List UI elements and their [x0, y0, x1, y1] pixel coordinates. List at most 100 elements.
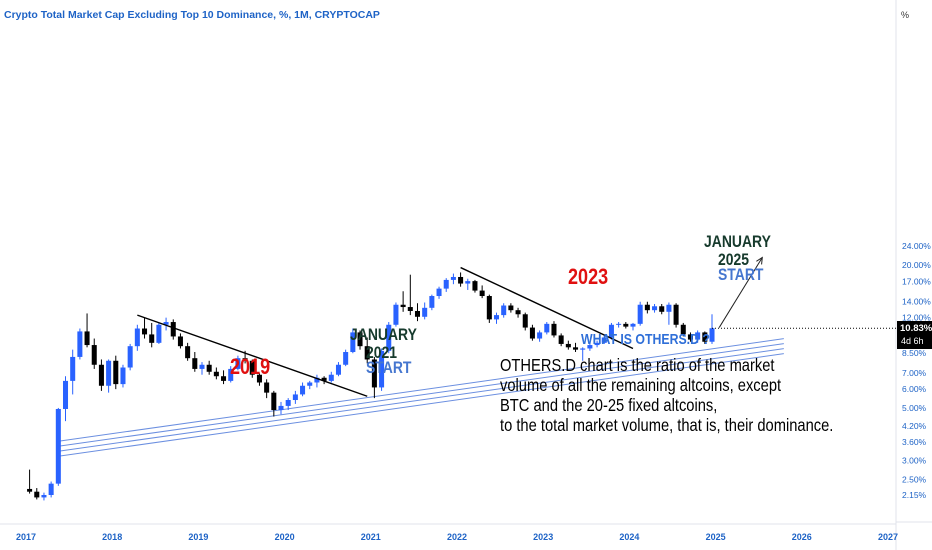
candle-body	[644, 304, 650, 311]
candle-body	[199, 364, 205, 369]
candle-body	[443, 279, 449, 289]
candle-body	[127, 346, 133, 368]
candle	[587, 342, 593, 351]
candle	[70, 349, 76, 395]
candle	[335, 362, 341, 377]
y-tick-label: 2.50%	[902, 474, 927, 484]
candle	[249, 359, 255, 378]
candle-body	[34, 491, 40, 498]
candle	[472, 279, 478, 293]
candle	[400, 291, 406, 312]
candle-body	[98, 364, 104, 386]
projection-arrow-head	[756, 256, 763, 265]
candle	[192, 352, 198, 372]
y-tick-label: 8.50%	[902, 348, 927, 358]
y-tick-label: 2.15%	[902, 490, 927, 500]
candle	[271, 390, 277, 417]
candle	[594, 340, 600, 348]
candle	[673, 303, 679, 328]
candle	[292, 390, 298, 404]
candle	[256, 373, 262, 386]
candle	[659, 303, 665, 315]
candle	[228, 366, 234, 383]
support-channel	[58, 338, 784, 457]
candle	[91, 338, 97, 369]
candle-body	[580, 348, 586, 350]
year-2019-label: 2019	[230, 354, 271, 379]
candle	[695, 330, 701, 343]
candle-body	[565, 343, 571, 348]
x-tick-label: 2021	[361, 532, 381, 542]
candle	[278, 401, 284, 415]
candle-body	[328, 374, 334, 381]
x-tick-label: 2024	[619, 532, 639, 542]
candle-body	[321, 377, 327, 381]
candle	[565, 340, 571, 350]
candle	[551, 321, 557, 338]
candle-body	[142, 328, 148, 335]
candle-body	[407, 307, 413, 311]
candle	[508, 303, 514, 313]
candle-body	[652, 306, 658, 311]
candle-body	[537, 332, 543, 339]
candle-body	[687, 334, 693, 340]
candle	[120, 364, 126, 388]
support-channel-line	[58, 343, 784, 447]
candle-body	[77, 331, 83, 357]
x-tick-label: 2025	[706, 532, 726, 542]
candle	[127, 343, 133, 371]
candle	[98, 359, 104, 391]
candle	[221, 370, 227, 385]
y-tick-label: 4.20%	[902, 421, 927, 431]
candle	[652, 303, 658, 313]
candle	[206, 360, 212, 375]
candle	[185, 342, 191, 361]
candle-body	[450, 276, 456, 280]
candle	[357, 330, 363, 350]
candle-body	[479, 290, 485, 297]
candle	[529, 324, 535, 341]
candle	[537, 330, 543, 342]
candle-body	[192, 358, 198, 369]
candle-body	[170, 322, 176, 337]
candle	[34, 488, 40, 500]
candle	[458, 272, 464, 287]
candle	[687, 332, 693, 342]
candle	[307, 380, 313, 390]
jan-2021-month-label: JANUARY	[350, 325, 417, 344]
y-tick-label: 5.00%	[902, 403, 927, 413]
candle	[422, 302, 428, 320]
x-tick-label: 2019	[188, 532, 208, 542]
candle	[264, 379, 270, 399]
candle-body	[213, 371, 219, 377]
candle-body	[680, 324, 686, 335]
candle	[666, 302, 672, 325]
candle	[285, 398, 291, 411]
x-tick-label: 2018	[102, 532, 122, 542]
candles	[27, 272, 715, 501]
candle-body	[544, 323, 550, 333]
candle-body	[335, 364, 341, 375]
candle	[501, 303, 507, 318]
candle-body	[41, 495, 47, 498]
candle	[55, 407, 61, 486]
candle	[343, 349, 349, 367]
candle	[522, 312, 528, 331]
candle	[637, 301, 643, 326]
candle-body	[292, 394, 298, 401]
candle	[709, 314, 715, 344]
candle-body	[48, 483, 54, 495]
candle-body	[522, 314, 528, 328]
candle-body	[508, 305, 514, 311]
trendline	[460, 266, 634, 350]
candle	[106, 359, 112, 393]
candle	[393, 302, 399, 327]
candle-body	[134, 328, 140, 347]
price-scale-unit[interactable]: %	[901, 10, 910, 20]
candle-body	[501, 305, 507, 316]
candle	[62, 376, 69, 422]
candle	[371, 356, 377, 399]
candle-body	[84, 331, 90, 346]
candle-body	[515, 310, 521, 315]
